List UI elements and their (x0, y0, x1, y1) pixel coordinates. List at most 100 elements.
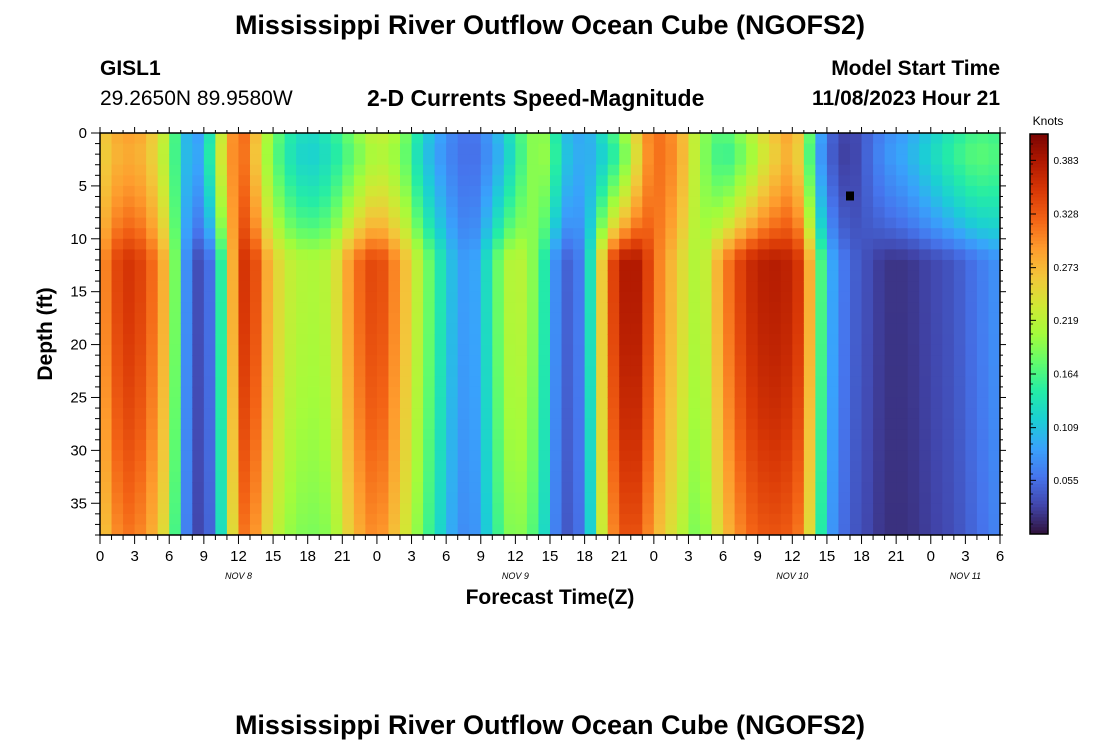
heatmap-cell (607, 471, 620, 483)
heatmap-cell (146, 154, 159, 166)
heatmap-cell (942, 154, 955, 166)
heatmap-cell (515, 513, 528, 526)
heatmap-cell (457, 397, 470, 409)
heatmap-cell (665, 143, 678, 155)
heatmap-cell (815, 228, 828, 240)
heatmap-cell (850, 185, 863, 198)
heatmap-cell (815, 185, 828, 198)
heatmap-cell (400, 386, 413, 399)
heatmap-cell (896, 217, 909, 229)
heatmap-cell (642, 450, 655, 462)
heatmap-cell (619, 217, 632, 229)
heatmap-cell (100, 133, 113, 145)
heatmap-cell (607, 439, 620, 451)
heatmap-cell (319, 503, 332, 515)
heatmap-cell (180, 228, 193, 240)
heatmap-cell (630, 439, 643, 451)
heatmap-cell (203, 249, 216, 261)
heatmap-cell (803, 281, 816, 293)
heatmap-cell (734, 249, 747, 261)
heatmap-cell (792, 365, 805, 377)
heatmap-cell (953, 386, 966, 399)
heatmap-cell (965, 154, 978, 166)
heatmap-cell (665, 524, 678, 535)
heatmap-cell (284, 386, 297, 399)
heatmap-cell (884, 312, 897, 325)
heatmap-cell (400, 196, 413, 208)
heatmap-cell (284, 281, 297, 293)
heatmap-cell (365, 429, 378, 441)
heatmap-cell (746, 503, 759, 515)
heatmap-cell (873, 482, 886, 494)
heatmap-cell (261, 397, 274, 409)
heatmap-cell (157, 460, 170, 473)
heatmap-cell (215, 503, 228, 515)
heatmap-cell (273, 207, 286, 219)
heatmap-cell (826, 217, 840, 229)
heatmap-cell (792, 429, 805, 441)
heatmap-cell (873, 185, 886, 198)
heatmap-cell (215, 249, 228, 261)
heatmap-cell (319, 513, 332, 526)
heatmap-cell (734, 503, 747, 515)
heatmap-cell (284, 249, 297, 261)
heatmap-cell (250, 291, 263, 303)
heatmap-cell (353, 281, 366, 293)
heatmap-cell (192, 460, 205, 473)
heatmap-cell (734, 397, 747, 409)
heatmap-cell (896, 164, 909, 176)
heatmap-cell (492, 460, 505, 473)
heatmap-cell (400, 270, 413, 282)
heatmap-cell (226, 460, 240, 473)
heatmap-cell (215, 164, 228, 176)
heatmap-cell (446, 460, 459, 473)
heatmap-cell (134, 429, 147, 441)
heatmap-cell (769, 450, 782, 462)
heatmap-cell (561, 323, 574, 335)
heatmap-cell (526, 143, 540, 155)
heatmap-cell (203, 323, 216, 335)
heatmap-cell (261, 450, 274, 462)
colorbar-cell (1030, 340, 1048, 345)
heatmap-cell (792, 524, 805, 535)
heatmap-cell (953, 281, 966, 293)
heatmap-cell (134, 334, 147, 346)
heatmap-cell (284, 207, 297, 219)
heatmap-cell (757, 228, 770, 240)
heatmap-cell (873, 217, 886, 229)
heatmap-cell (400, 492, 413, 504)
heatmap-cell (769, 344, 782, 356)
heatmap-cell (919, 429, 932, 441)
heatmap-cell (838, 196, 851, 208)
heatmap-cell (296, 503, 309, 515)
heatmap-cell (250, 524, 263, 535)
heatmap-cell (826, 249, 840, 261)
heatmap-cell (746, 133, 759, 145)
heatmap-cell (757, 270, 770, 282)
heatmap-cell (180, 355, 193, 367)
heatmap-cell (550, 164, 563, 176)
heatmap-cell (826, 302, 840, 314)
heatmap-cell (319, 164, 332, 176)
heatmap-cell (676, 323, 690, 335)
heatmap-cell (365, 259, 378, 272)
heatmap-cell (111, 503, 124, 515)
heatmap-cell (492, 259, 505, 272)
heatmap-cell (342, 429, 355, 441)
heatmap-cell (411, 439, 424, 451)
heatmap-cell (734, 482, 747, 494)
model-start-value: 11/08/2023 Hour 21 (812, 87, 1000, 110)
heatmap-cell (896, 259, 909, 272)
heatmap-cell (930, 207, 943, 219)
heatmap-cell (273, 482, 286, 494)
heatmap-cell (700, 429, 713, 441)
heatmap-cell (215, 355, 228, 367)
heatmap-cell (700, 291, 713, 303)
heatmap-cell (734, 133, 747, 145)
heatmap-cell (826, 355, 840, 367)
heatmap-cell (688, 270, 701, 282)
heatmap-cell (573, 429, 586, 441)
heatmap-cell (619, 270, 632, 282)
heatmap-cell (307, 238, 320, 250)
heatmap-cell (503, 207, 516, 219)
